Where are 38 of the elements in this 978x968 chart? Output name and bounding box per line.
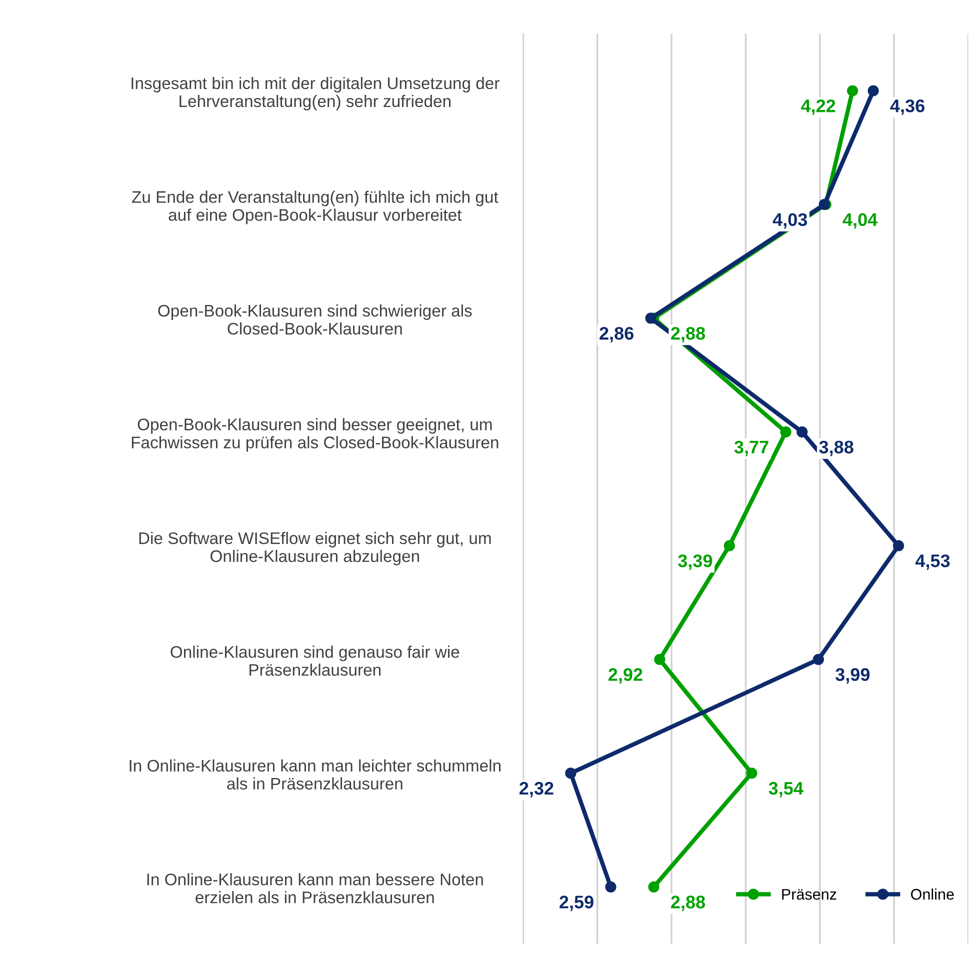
point [846,85,858,96]
legend-label: Präsenz [782,889,836,900]
point [868,85,879,96]
data-label: 3,54 [768,782,804,798]
data-label: 4,04 [842,213,878,229]
data-label: 3,99 [835,668,870,684]
point [746,768,758,779]
data-label: 3,77 [734,440,768,456]
y-tick-label: Zu Ende der Veranstaltung(en) fühlte ich mich gut auf eine Open-Book-Klausur vorbereitet [132,190,498,224]
data-label: 4,53 [915,554,950,570]
point [724,540,735,552]
data-label: 2,59 [560,896,594,912]
data-label: 2,92 [608,668,642,684]
data-label: 2,88 [671,896,706,912]
point [648,881,660,892]
data-label: 3,39 [678,554,712,570]
y-tick-label: In Online-Klausuren kann man bessere Noten erzielen als in Präsenzklausuren [147,873,483,904]
y-tick-label: Die Software WISEflow eignet sich sehr gut, um Online-Klausuren abzulegen [139,532,491,566]
point [812,654,824,666]
data-label: 4,22 [800,99,836,115]
point [654,654,666,666]
point [780,426,792,438]
data-label: 2,32 [520,782,554,798]
data-label: 4,03 [772,213,808,229]
data-label: 2,88 [671,326,706,342]
legend-label: Online [911,888,954,900]
y-tick-label: Open-Book-Klausuren sind besser geeignet, um Fachwissen zu prüfen als Closed-Book-Klausuren [132,418,498,452]
y-tick-label: Online-Klausuren sind genauso fair wie Präsenzklausuren [170,646,460,676]
y-tick-label: Insgesamt bin ich mit der digitalen Umsetzung der Lehrveranstaltung(en) sehr zufrieden [132,76,500,110]
y-tick-label: Open-Book-Klausuren sind schwieriger als Closed-Book-Klausuren [158,304,472,335]
data-label: 4,36 [890,99,924,115]
y-tick-label: In Online-Klausuren kann man leichter schummeln als in Präsenzklausuren [130,759,500,790]
point [605,881,616,892]
data-label: 2,86 [600,326,634,342]
point [892,540,904,552]
point [565,768,576,779]
point [796,426,808,438]
data-label: 3,88 [819,440,854,456]
